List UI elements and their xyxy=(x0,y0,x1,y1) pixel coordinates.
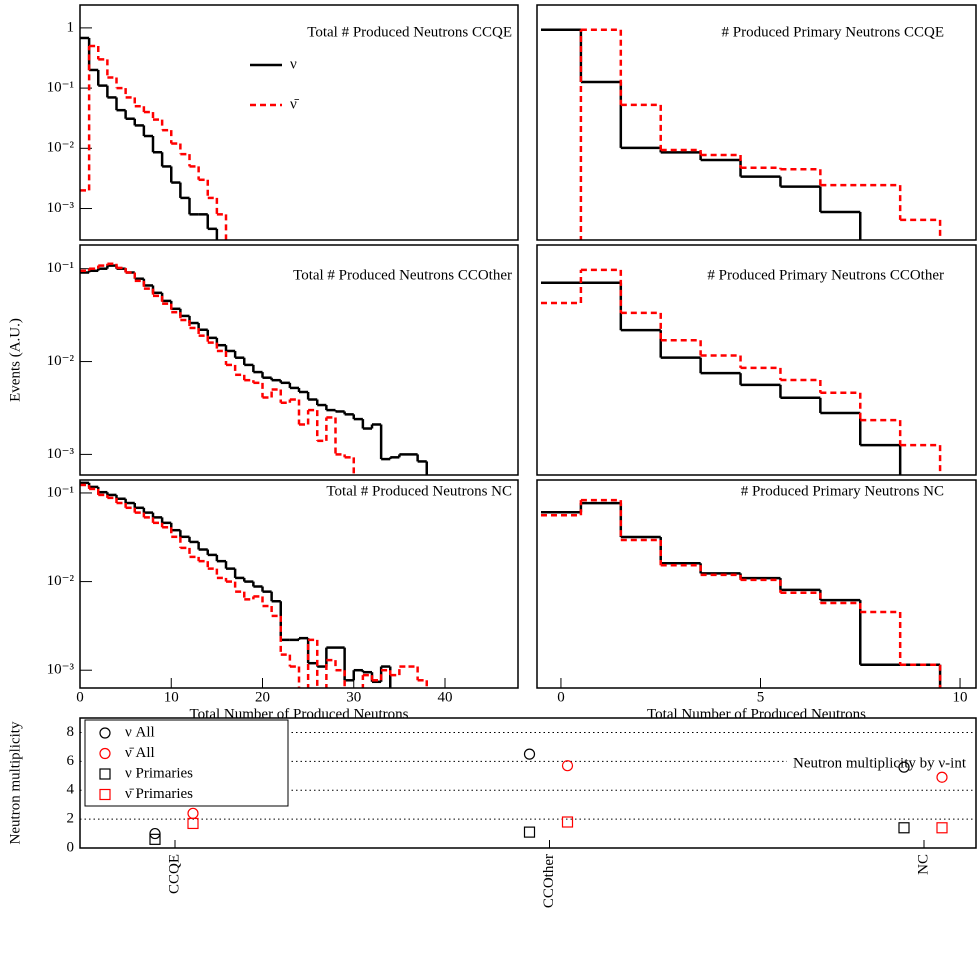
marker xyxy=(561,816,574,828)
y-tick-label: 2 xyxy=(67,811,75,827)
plot-area xyxy=(540,498,942,688)
plot-area xyxy=(540,268,942,475)
legend-label: ν̄ All xyxy=(125,745,155,761)
y-axis-label: Events (A.U.) xyxy=(7,318,23,402)
legend-label: ν̄ xyxy=(290,96,300,112)
panel-frame xyxy=(79,717,977,849)
marker xyxy=(936,822,948,834)
y-tick-label: 6 xyxy=(67,753,75,769)
y-tick-label: 0 xyxy=(67,839,75,855)
marker xyxy=(187,807,199,819)
y-tick-label: 10⁻¹ xyxy=(47,484,74,500)
panel-title: Total # Produced Neutrons NC xyxy=(326,483,512,499)
legend-label: ν xyxy=(290,56,297,72)
x-tick-label: 10 xyxy=(953,689,968,705)
y-tick-label: 10⁻³ xyxy=(47,446,75,462)
panel-title: # Produced Primary Neutrons CCQE xyxy=(722,24,944,40)
legend-marker xyxy=(99,788,111,801)
legend-label: ν All xyxy=(125,724,155,740)
panel-title: Total # Produced Neutrons CCOther xyxy=(293,267,512,283)
x-axis-label: Total Number of Produced Neutrons xyxy=(647,706,866,722)
marker xyxy=(898,761,910,773)
panel-title: Neutron multiplicity by ν-int xyxy=(793,755,967,771)
y-tick-label: 10⁻² xyxy=(47,353,75,369)
legend-marker xyxy=(99,768,111,780)
x-tick-label: CCOther xyxy=(541,854,557,908)
plot-area xyxy=(80,481,428,688)
panel: 0 5 10 Total Number of Produced Neutrons # P… xyxy=(536,479,977,722)
marker xyxy=(149,827,161,840)
x-tick-label: NC xyxy=(915,854,931,875)
y-tick-label: 8 xyxy=(67,724,75,740)
plot-area xyxy=(80,36,228,240)
panel: 10⁻¹ 10⁻² 10⁻³ Events (A.U.) Total # Produce… xyxy=(7,244,519,476)
x-tick-label: CCQE xyxy=(166,854,182,894)
plot-area xyxy=(80,262,428,475)
y-tick-label: 4 xyxy=(67,782,75,798)
panel-frame xyxy=(79,4,519,241)
y-tick-label: 10⁻² xyxy=(47,573,75,589)
x-tick-label: 20 xyxy=(255,689,270,705)
panel-title: # Produced Primary Neutrons NC xyxy=(741,483,944,499)
legend-marker xyxy=(99,747,111,760)
panel-frame xyxy=(536,244,977,476)
panel-frame xyxy=(79,244,519,476)
panel: # Produced Primary Neutrons CCOther xyxy=(536,244,977,476)
marker xyxy=(523,748,536,760)
marker xyxy=(149,833,161,845)
y-tick-label: 10⁻³ xyxy=(47,662,75,678)
plot-area xyxy=(540,28,942,240)
y-tick-label: 1 xyxy=(67,19,75,35)
legend-box xyxy=(84,719,289,807)
marker xyxy=(187,817,199,830)
panel: # Produced Primary Neutrons CCQE xyxy=(536,4,977,241)
panel-frame xyxy=(536,479,977,689)
x-tick-label: 40 xyxy=(438,689,453,705)
y-tick-label: 10⁻¹ xyxy=(47,80,74,96)
y-tick-label: 10⁻³ xyxy=(47,200,75,216)
panel: 1 10⁻¹ 10⁻² 10⁻³ ν ν̄ Total # Produced Neutron… xyxy=(47,4,519,241)
y-tick-label: 10⁻¹ xyxy=(47,260,74,276)
panel: 0 2 4 6 8 Neutron multiplicity CCQE CCOther NC Ne… xyxy=(7,717,977,908)
y-tick-label: 10⁻² xyxy=(47,140,75,156)
marker xyxy=(561,760,574,772)
x-tick-label: 0 xyxy=(76,689,84,705)
x-tick-label: 10 xyxy=(164,689,179,705)
marker xyxy=(523,826,536,838)
panel-title: # Produced Primary Neutrons CCOther xyxy=(707,267,944,283)
legend-label: ν Primaries xyxy=(125,765,193,781)
marker xyxy=(898,822,910,834)
marker xyxy=(936,771,948,783)
x-tick-label: 30 xyxy=(346,689,361,705)
x-tick-label: 0 xyxy=(557,689,565,705)
y-axis-label: Neutron multiplicity xyxy=(7,721,23,844)
title-background xyxy=(786,753,973,774)
panel-frame xyxy=(79,479,519,689)
x-tick-label: 5 xyxy=(757,689,765,705)
legend-marker xyxy=(99,727,111,739)
legend-label: ν̄ Primaries xyxy=(125,786,193,802)
panel-frame xyxy=(536,4,977,241)
panel-title: Total # Produced Neutrons CCQE xyxy=(307,24,512,40)
